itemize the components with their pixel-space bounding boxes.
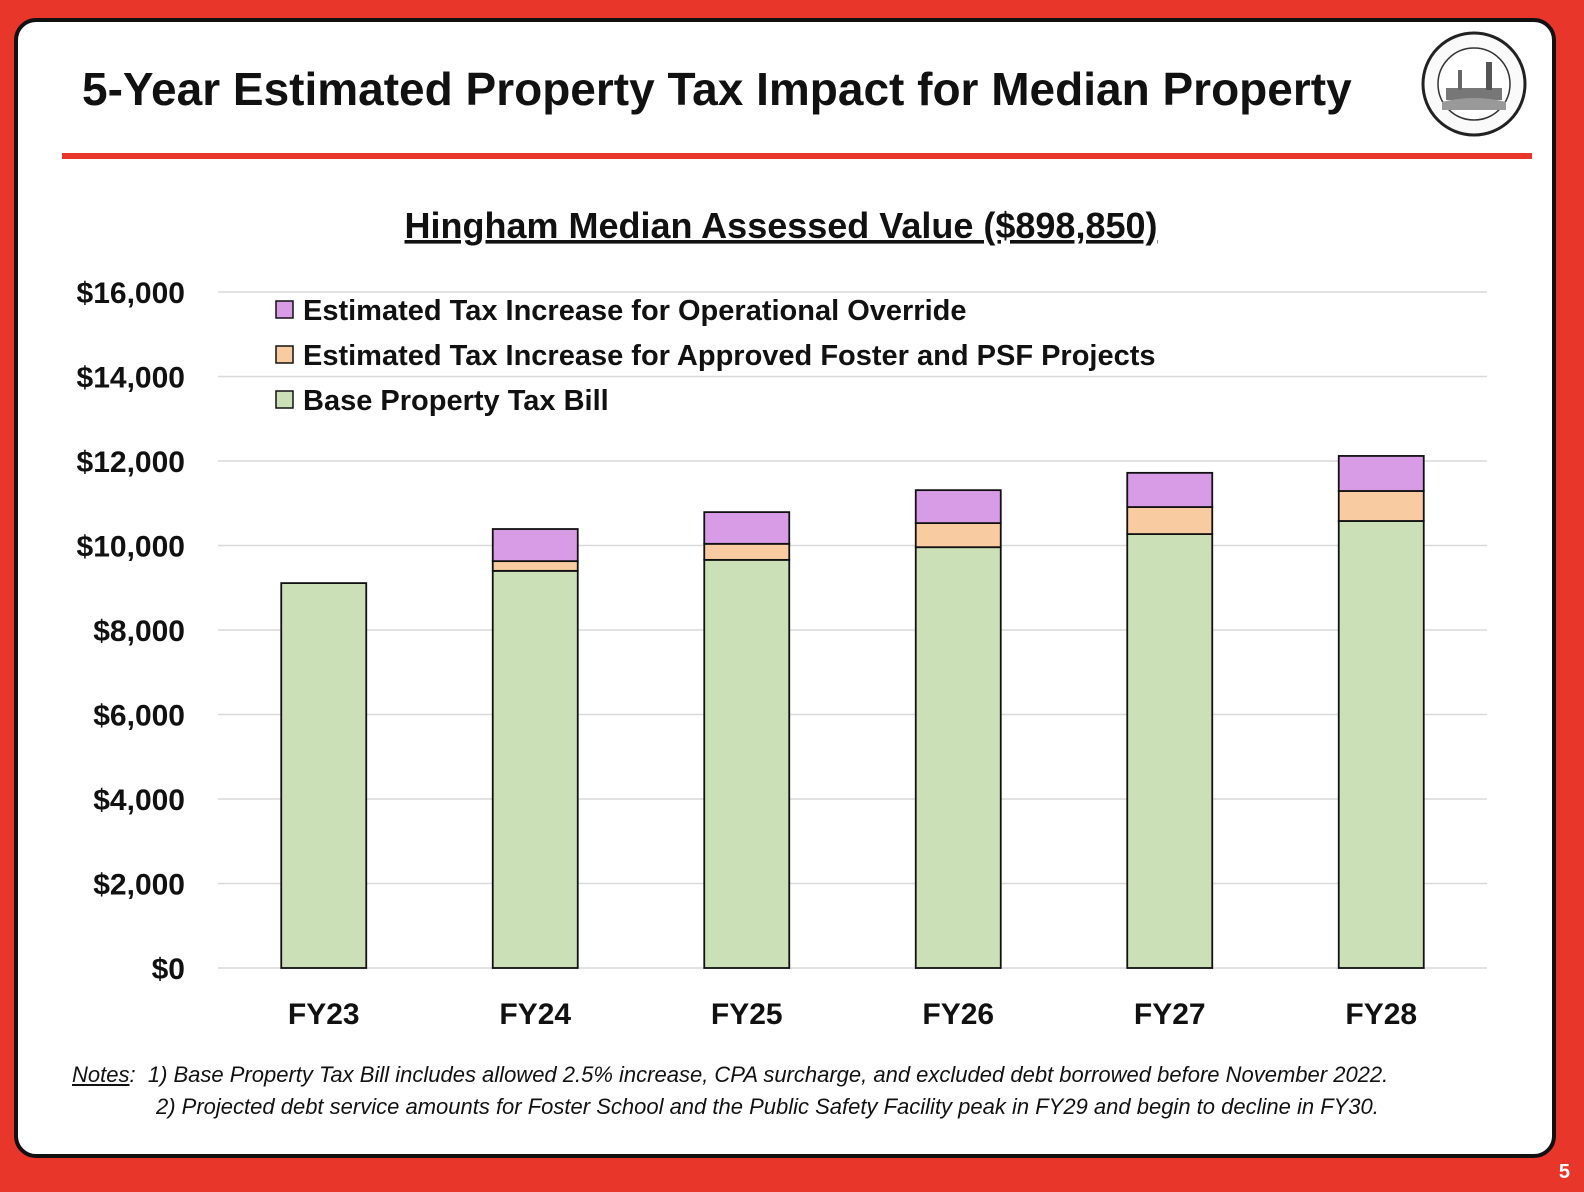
bar-base-fy25 — [703, 558, 791, 969]
legend-label-foster: Estimated Tax Increase for Approved Fost… — [303, 340, 1156, 372]
bar-foster-fy28 — [1337, 490, 1425, 522]
x-tick-label: FY24 — [499, 998, 571, 1031]
x-tick-label: FY26 — [922, 998, 994, 1031]
bar-base-fy27 — [1126, 533, 1214, 969]
bar-override-fy25 — [703, 511, 791, 545]
bar-foster-fy25 — [703, 542, 791, 561]
bar-base-fy28 — [1337, 520, 1425, 969]
slide-title: 5-Year Estimated Property Tax Impact for… — [82, 63, 1352, 115]
x-tick-label: FY27 — [1134, 998, 1206, 1031]
title-divider — [62, 153, 1532, 159]
page-number: 5 — [1558, 1161, 1570, 1183]
bar-foster-fy24 — [491, 560, 579, 572]
bar-override-fy28 — [1337, 455, 1425, 492]
note-2: 2) Projected debt service amounts for Fo… — [156, 1094, 1379, 1119]
bar-base-fy24 — [491, 569, 579, 969]
legend-swatch-base — [275, 390, 294, 409]
y-tick-label: $16,000 — [77, 277, 185, 310]
legend-label-base: Base Property Tax Bill — [303, 385, 609, 417]
y-tick-label: $4,000 — [93, 784, 185, 817]
bar-override-fy24 — [491, 528, 579, 563]
bar-base-fy26 — [914, 546, 1002, 969]
x-tick-label: FY23 — [288, 998, 360, 1031]
y-tick-label: $2,000 — [93, 869, 185, 902]
y-tick-label: $8,000 — [93, 615, 185, 648]
y-tick-label: $10,000 — [77, 531, 185, 564]
legend-label-override: Estimated Tax Increase for Operational O… — [303, 295, 967, 327]
bar-base-fy23 — [280, 582, 368, 969]
notes-label: Notes — [72, 1062, 130, 1087]
y-tick-label: $6,000 — [93, 700, 185, 733]
x-tick-label: FY28 — [1345, 998, 1417, 1031]
chart-title: Hingham Median Assessed Value ($898,850) — [405, 205, 1158, 246]
y-tick-label: $14,000 — [77, 362, 185, 395]
bar-foster-fy27 — [1126, 506, 1214, 535]
legend-swatch-override — [275, 300, 294, 319]
note-1: 1) Base Property Tax Bill includes allow… — [147, 1062, 1389, 1087]
bar-override-fy27 — [1126, 471, 1214, 508]
x-tick-label: FY25 — [711, 998, 783, 1031]
bar-foster-fy26 — [914, 522, 1002, 549]
legend-swatch-foster — [275, 345, 294, 364]
y-tick-label: $0 — [152, 953, 185, 986]
bar-override-fy26 — [914, 489, 1002, 525]
y-tick-label: $12,000 — [77, 446, 185, 479]
town-seal-logo — [1421, 31, 1527, 137]
